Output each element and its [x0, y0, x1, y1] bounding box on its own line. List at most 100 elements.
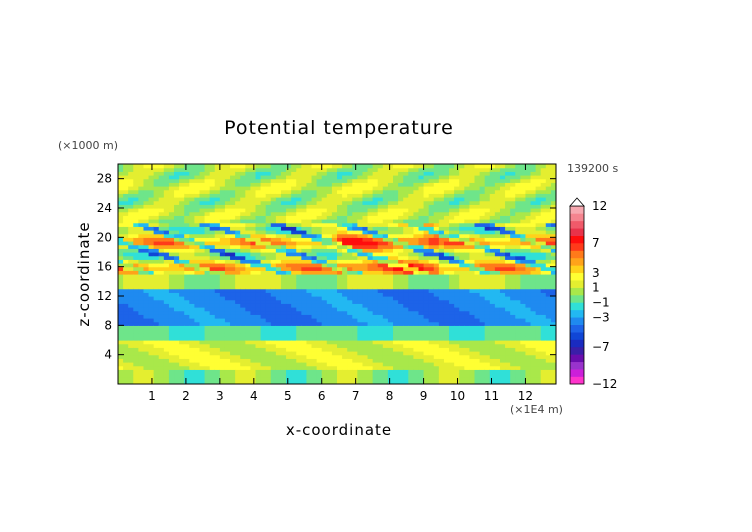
field-cell — [316, 329, 323, 334]
field-cell — [459, 167, 465, 172]
field-cell — [235, 248, 241, 253]
field-cell — [245, 211, 252, 216]
field-cell — [469, 211, 476, 216]
field-cell — [168, 281, 175, 286]
field-cell — [153, 318, 160, 323]
field-cell — [413, 182, 420, 187]
field-cell — [174, 259, 180, 264]
field-cell — [494, 266, 501, 271]
field-cell — [525, 175, 532, 180]
field-cell — [260, 237, 267, 242]
field-cell — [240, 365, 246, 370]
field-cell — [184, 365, 190, 370]
field-cell — [459, 233, 465, 238]
field-cell — [454, 263, 460, 268]
field-cell — [118, 354, 124, 359]
field-cell — [352, 314, 358, 319]
field-cell — [403, 211, 409, 216]
field-cell — [240, 274, 246, 279]
field-cell — [316, 259, 323, 264]
field-cell — [286, 318, 292, 323]
field-cell — [474, 241, 481, 246]
field-cell — [143, 255, 150, 260]
field-cell — [423, 167, 430, 172]
field-cell — [194, 358, 201, 363]
field-cell — [525, 215, 532, 220]
field-cell — [393, 186, 399, 191]
field-cell — [337, 175, 343, 180]
field-cell — [367, 266, 374, 271]
field-cell — [464, 182, 471, 187]
field-cell — [260, 248, 267, 253]
field-cell — [184, 318, 190, 323]
field-cell — [398, 321, 404, 326]
field-cell — [204, 336, 211, 341]
field-cell — [260, 318, 267, 323]
field-cell — [484, 285, 491, 290]
field-cell — [403, 380, 409, 384]
field-cell — [408, 299, 414, 304]
field-cell — [331, 182, 338, 187]
field-cell — [250, 208, 257, 213]
field-cell — [158, 233, 165, 238]
field-cell — [296, 164, 302, 169]
field-cell — [515, 292, 521, 297]
field-cell — [118, 204, 124, 209]
field-cell — [387, 277, 394, 282]
field-cell — [179, 200, 185, 205]
field-cell — [540, 358, 547, 363]
field-cell — [189, 244, 195, 249]
field-cell — [179, 266, 185, 271]
field-cell — [535, 175, 542, 180]
field-cell — [148, 369, 155, 374]
field-cell — [280, 266, 287, 271]
field-cell — [235, 266, 241, 271]
field-cell — [413, 259, 420, 264]
field-cell — [418, 189, 425, 194]
field-cell — [530, 255, 537, 260]
field-cell — [377, 343, 384, 348]
field-cell — [194, 285, 201, 290]
field-cell — [362, 354, 369, 359]
field-cell — [235, 314, 241, 319]
field-cell — [408, 175, 414, 180]
field-cell — [219, 336, 226, 341]
field-cell — [398, 189, 404, 194]
field-cell — [464, 369, 471, 374]
field-cell — [382, 365, 389, 370]
field-cell — [413, 376, 420, 381]
field-cell — [377, 167, 384, 172]
field-cell — [153, 277, 160, 282]
field-cell — [128, 193, 134, 198]
field-cell — [464, 211, 471, 216]
field-cell — [326, 373, 333, 378]
field-cell — [286, 332, 292, 337]
field-cell — [510, 307, 516, 312]
field-cell — [428, 200, 435, 205]
field-cell — [449, 336, 455, 341]
field-cell — [505, 332, 511, 337]
field-cell — [296, 248, 302, 253]
field-cell — [296, 175, 302, 180]
field-cell — [347, 193, 353, 198]
field-cell — [484, 259, 491, 264]
field-cell — [255, 204, 262, 209]
field-cell — [362, 208, 369, 213]
field-cell — [219, 208, 226, 213]
field-cell — [362, 376, 369, 381]
field-cell — [459, 373, 465, 378]
field-cell — [286, 211, 292, 216]
field-cell — [219, 274, 226, 279]
field-cell — [311, 270, 318, 275]
field-cell — [189, 358, 195, 363]
field-cell — [408, 365, 414, 370]
field-cell — [382, 351, 389, 356]
field-cell — [168, 252, 175, 257]
field-cell — [357, 376, 364, 381]
field-cell — [484, 369, 491, 374]
field-cell — [433, 318, 440, 323]
field-cell — [443, 358, 450, 363]
field-cell — [219, 226, 226, 231]
field-cell — [489, 380, 496, 384]
field-cell — [133, 263, 139, 268]
